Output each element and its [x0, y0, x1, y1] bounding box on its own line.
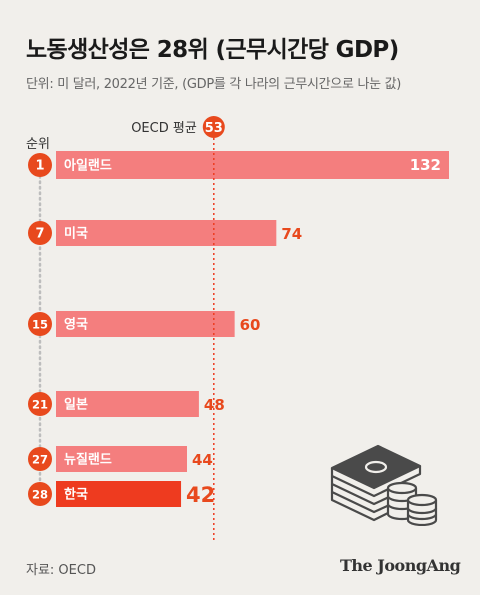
category-label-4: 뉴질랜드: [64, 452, 112, 468]
bar-4: [56, 446, 187, 472]
category-label-5: 한국: [64, 487, 88, 503]
rank-circle-5: [28, 482, 52, 506]
rank-label-5: 28: [32, 488, 48, 502]
value-label-4: 44: [192, 451, 213, 469]
brand-logo: The JoongAng: [340, 556, 461, 575]
rank-label-3: 21: [32, 398, 48, 412]
value-label-0: 132: [410, 156, 441, 174]
rank-circle-2: [28, 312, 52, 336]
rank-label-1: 7: [35, 227, 44, 242]
bar-5: [56, 481, 182, 507]
rank-label-2: 15: [32, 318, 48, 332]
rank-circle-1: [28, 221, 52, 245]
source-note: 자료: OECD: [26, 563, 96, 578]
chart-title: 노동생산성은 28위 (근무시간당 GDP): [26, 37, 399, 63]
rank-label-0: 1: [35, 159, 44, 174]
category-label-0: 아일랜드: [64, 158, 112, 174]
value-label-2: 60: [240, 316, 261, 334]
oecd-average-label: OECD 평균: [131, 121, 197, 136]
category-label-2: 영국: [64, 318, 88, 333]
rank-label-4: 27: [32, 453, 48, 467]
category-label-1: 미국: [64, 226, 88, 242]
bar-1: [56, 220, 277, 246]
oecd-average-circle: [202, 116, 225, 138]
rank-circle-0: [28, 153, 52, 177]
bar-0: [56, 151, 449, 179]
chart-subtitle: 단위: 미 달러, 2022년 기준, (GDP를 각 나라의 근무시간으로 나…: [26, 77, 402, 92]
value-label-1: 74: [281, 225, 302, 243]
bar-3: [56, 391, 199, 417]
bar-2: [56, 311, 235, 337]
coins-icon: [386, 481, 438, 526]
value-label-5: 42: [186, 483, 215, 507]
money-stack-icon: [330, 444, 438, 526]
rank-circle-3: [28, 392, 52, 416]
oecd-average-value: 53: [205, 121, 223, 136]
rank-column-header: 순위: [26, 137, 50, 152]
category-label-3: 일본: [64, 398, 88, 413]
rank-circle-4: [28, 447, 52, 471]
